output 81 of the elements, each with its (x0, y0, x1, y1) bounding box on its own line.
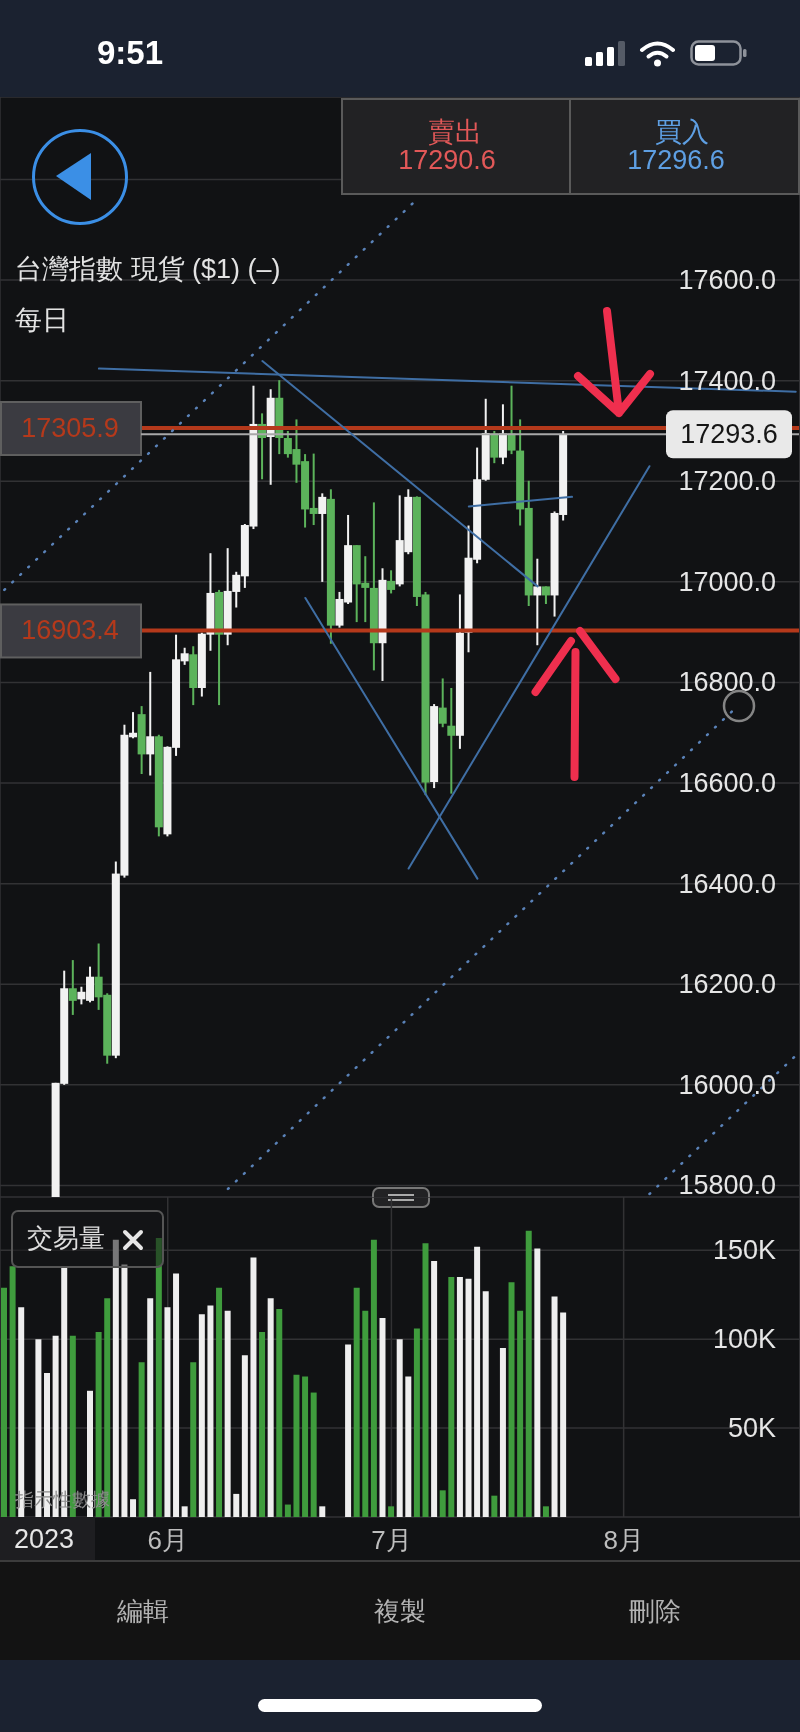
bar (276, 1309, 283, 1517)
bar (422, 1243, 429, 1517)
bar (396, 1339, 403, 1517)
y-tick-label: 17200.0 (678, 466, 776, 497)
bar (121, 1264, 128, 1517)
bar (431, 1261, 438, 1517)
text: 9:51 (96, 34, 164, 72)
bar (9, 1266, 16, 1517)
bar (405, 1376, 412, 1517)
ref-line-label: 17293.6 (680, 419, 778, 450)
bar (155, 1237, 162, 1517)
y-tick-label: 17000.0 (678, 566, 776, 597)
bar (525, 1230, 532, 1517)
bar (499, 1348, 506, 1517)
bar (388, 1506, 395, 1517)
bar (284, 1504, 291, 1517)
bar (465, 1278, 472, 1517)
y-tick-label: 16800.0 (678, 667, 776, 698)
y-tick-label: 16600.0 (678, 768, 776, 799)
bar (250, 1257, 257, 1517)
bar (448, 1277, 455, 1517)
bar (508, 1282, 515, 1517)
bar (216, 1287, 223, 1517)
bar (560, 1312, 567, 1517)
bar (138, 1362, 145, 1517)
y-tick-label: 16000.0 (678, 1069, 776, 1100)
bar (147, 1298, 154, 1517)
bar (241, 1355, 248, 1517)
bar (370, 1239, 377, 1517)
text: 複製 (374, 1596, 426, 1627)
bar (267, 1298, 274, 1517)
x-tick-label: 8月 (603, 1525, 644, 1556)
bar (413, 1328, 420, 1517)
bar (551, 1296, 558, 1517)
bar (1, 1287, 7, 1517)
bar (164, 1307, 171, 1517)
bar (190, 1362, 197, 1517)
y-tick-label: 16200.0 (678, 969, 776, 1000)
bar (259, 1332, 266, 1517)
text: 刪除 (629, 1596, 681, 1627)
bar (474, 1246, 481, 1517)
y-tick-label: 17400.0 (678, 365, 776, 396)
ref-line-label: 17305.9 (21, 413, 119, 444)
bar (293, 1374, 300, 1517)
bar (379, 1317, 386, 1517)
y-tick-label: 50K (727, 1413, 776, 1444)
bar (542, 1506, 549, 1517)
y-tick-label: 100K (712, 1324, 776, 1355)
bar (181, 1506, 188, 1517)
bar (173, 1273, 180, 1517)
ref-line-label: 16903.4 (21, 615, 119, 646)
bar (233, 1493, 240, 1517)
bar (534, 1248, 541, 1517)
y-tick-label: 16400.0 (678, 868, 776, 899)
y-tick-label: 150K (712, 1235, 776, 1266)
text: 每日 (15, 305, 69, 337)
y-tick-label: 15800.0 (678, 1170, 776, 1201)
candlestick (447, 687, 456, 794)
bar (198, 1314, 205, 1517)
x-tick-label: 6月 (147, 1525, 188, 1556)
text: 2023 (14, 1524, 75, 1556)
text: 交易量 (27, 1223, 105, 1254)
bar (130, 1499, 137, 1517)
bar (491, 1495, 498, 1517)
text: 編輯 (117, 1596, 169, 1627)
bar (310, 1392, 317, 1517)
bar (207, 1305, 214, 1517)
bar (353, 1287, 360, 1517)
bar (456, 1277, 463, 1517)
text: 台灣指數 現貨 ($1) (–) (15, 254, 281, 286)
bar (224, 1310, 231, 1517)
bar (517, 1310, 524, 1517)
bar (482, 1291, 489, 1517)
bar (319, 1506, 326, 1517)
x-tick-label: 7月 (371, 1525, 412, 1556)
y-tick-label: 17600.0 (678, 265, 776, 296)
bar (362, 1310, 369, 1517)
bar (439, 1490, 446, 1517)
bar (302, 1376, 309, 1517)
bar (345, 1344, 352, 1517)
bar (112, 1239, 119, 1517)
